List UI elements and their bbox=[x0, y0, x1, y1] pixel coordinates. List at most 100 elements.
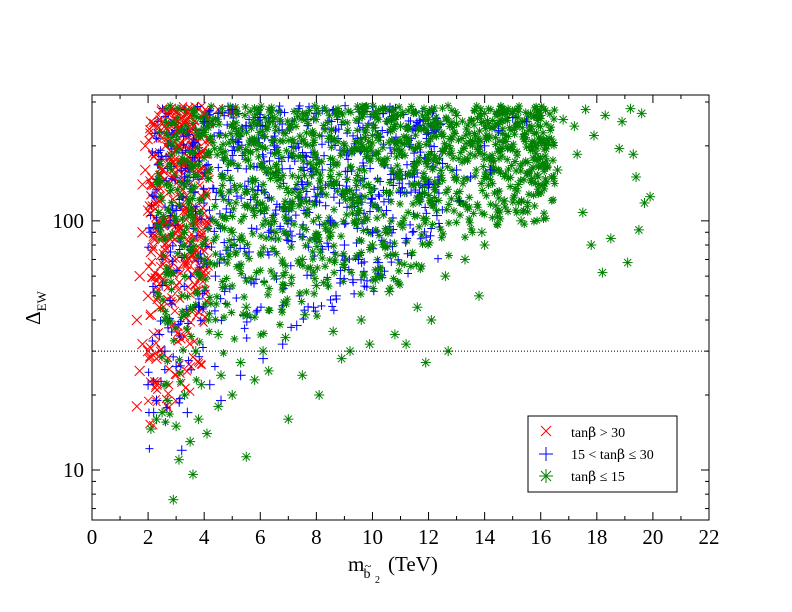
data-point-star bbox=[195, 196, 204, 205]
data-point-star bbox=[155, 176, 164, 185]
data-point-star bbox=[330, 268, 339, 277]
data-point-star bbox=[308, 247, 317, 256]
data-point-star bbox=[235, 143, 244, 152]
data-point-x bbox=[145, 176, 154, 185]
data-point-star bbox=[437, 171, 446, 180]
data-point-star bbox=[250, 103, 259, 112]
data-point-star bbox=[529, 217, 538, 226]
data-point-star bbox=[482, 191, 491, 200]
x-tick-label: 18 bbox=[586, 525, 607, 549]
data-point-plus bbox=[329, 193, 338, 202]
data-point-star bbox=[362, 101, 371, 110]
data-point-star bbox=[347, 268, 356, 277]
data-point-plus bbox=[326, 295, 335, 304]
data-point-star bbox=[265, 105, 274, 114]
data-point-star bbox=[217, 254, 226, 263]
data-point-plus bbox=[350, 289, 359, 298]
data-point-star bbox=[209, 138, 218, 147]
data-point-star bbox=[185, 436, 196, 447]
data-point-star bbox=[212, 292, 221, 301]
x-axis-label-sub-symbol: b bbox=[364, 567, 371, 582]
data-point-star bbox=[173, 454, 184, 465]
data-point-star bbox=[431, 123, 440, 132]
data-point-plus bbox=[324, 242, 333, 251]
data-point-x bbox=[145, 128, 154, 137]
data-point-star bbox=[398, 151, 407, 160]
data-point-star bbox=[368, 201, 377, 210]
data-point-plus bbox=[318, 140, 327, 149]
data-point-star bbox=[493, 212, 502, 221]
data-point-star bbox=[167, 278, 176, 287]
data-point-x bbox=[154, 328, 164, 337]
data-point-x bbox=[144, 262, 154, 271]
data-point-star bbox=[454, 154, 463, 163]
data-point-star bbox=[237, 216, 246, 225]
y-tick-label: 10 bbox=[63, 458, 84, 482]
data-point-star bbox=[211, 250, 220, 259]
data-point-star bbox=[274, 107, 283, 116]
data-point-star bbox=[475, 126, 484, 135]
data-point-star bbox=[169, 336, 178, 345]
data-point-x bbox=[151, 394, 161, 404]
data-point-star bbox=[348, 196, 357, 205]
data-point-star bbox=[503, 155, 512, 164]
data-point-x bbox=[194, 358, 204, 368]
data-point-plus bbox=[379, 197, 388, 206]
data-point-plus bbox=[403, 249, 412, 258]
data-point-star bbox=[395, 280, 404, 289]
data-point-star bbox=[452, 218, 461, 227]
data-point-star bbox=[470, 151, 479, 160]
data-point-star bbox=[488, 116, 497, 125]
data-point-star bbox=[282, 300, 291, 309]
data-point-star bbox=[177, 241, 186, 250]
x-axis-label-unit: (TeV) bbox=[388, 552, 438, 576]
data-point-star bbox=[171, 421, 182, 432]
data-point-star bbox=[361, 192, 370, 201]
data-point-star bbox=[191, 225, 200, 234]
x-tick-label: 10 bbox=[362, 525, 383, 549]
data-point-star bbox=[230, 334, 239, 343]
data-point-plus bbox=[404, 269, 413, 278]
data-point-plus bbox=[253, 306, 262, 315]
data-point-star bbox=[249, 374, 260, 385]
data-point-star bbox=[205, 309, 214, 318]
data-point-star bbox=[254, 152, 263, 161]
data-point-star bbox=[217, 172, 226, 181]
data-point-star bbox=[389, 329, 400, 340]
data-point-star bbox=[426, 315, 437, 326]
data-point-star bbox=[374, 106, 383, 115]
data-point-star bbox=[287, 149, 296, 158]
data-point-plus bbox=[149, 282, 158, 291]
data-point-star bbox=[216, 108, 225, 117]
data-point-star bbox=[479, 240, 490, 251]
data-point-star bbox=[315, 176, 324, 185]
data-point-star bbox=[625, 103, 636, 114]
data-point-star bbox=[401, 339, 412, 350]
data-point-star bbox=[437, 146, 448, 157]
data-point-plus bbox=[368, 194, 377, 203]
data-point-star bbox=[276, 115, 285, 124]
data-point-star bbox=[166, 164, 175, 173]
data-point-star bbox=[256, 330, 265, 339]
data-point-star bbox=[185, 148, 194, 157]
data-point-star bbox=[260, 187, 269, 196]
data-point-plus bbox=[301, 193, 310, 202]
data-point-star bbox=[278, 256, 287, 265]
data-point-star bbox=[280, 202, 289, 211]
data-point-star bbox=[201, 428, 212, 439]
data-point-plus bbox=[228, 151, 237, 160]
data-point-star bbox=[479, 108, 490, 119]
data-point-x bbox=[148, 132, 158, 142]
x-tick-label: 20 bbox=[642, 525, 663, 549]
data-point-star bbox=[500, 106, 509, 115]
data-point-star bbox=[154, 208, 163, 217]
data-point-star bbox=[479, 118, 488, 127]
data-point-star bbox=[288, 171, 297, 180]
y-axis-label-sub: EW bbox=[34, 290, 49, 311]
data-point-star bbox=[283, 414, 294, 425]
data-point-star bbox=[300, 171, 309, 180]
data-point-star bbox=[311, 280, 322, 291]
data-point-x bbox=[146, 352, 156, 362]
data-point-plus bbox=[176, 361, 185, 370]
data-point-star bbox=[384, 229, 393, 238]
